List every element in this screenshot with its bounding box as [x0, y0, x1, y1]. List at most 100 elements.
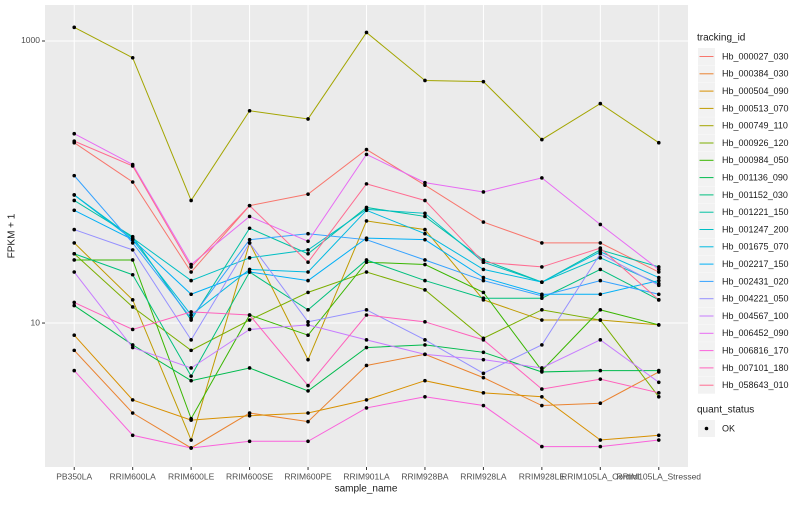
point — [306, 248, 310, 252]
point — [656, 438, 661, 442]
point — [423, 198, 427, 203]
point — [72, 270, 77, 274]
legend-label: Hb_001152_030 — [722, 190, 788, 200]
point — [598, 241, 603, 245]
point — [423, 211, 427, 216]
point — [247, 267, 252, 272]
point — [247, 241, 252, 245]
point — [72, 227, 77, 232]
point — [306, 117, 310, 121]
point — [481, 403, 486, 408]
point — [306, 231, 310, 236]
point — [189, 270, 193, 274]
point — [656, 292, 661, 297]
point — [540, 403, 544, 408]
point — [598, 267, 603, 272]
point — [189, 438, 193, 442]
point — [189, 310, 193, 314]
point — [481, 391, 486, 395]
point — [423, 231, 427, 236]
legend-label: Hb_004221_050 — [722, 294, 789, 304]
point — [656, 265, 661, 269]
point — [656, 140, 661, 145]
point — [481, 338, 486, 342]
point — [247, 366, 252, 370]
x-axis-label: sample_name — [335, 484, 398, 495]
point — [423, 320, 427, 324]
point — [481, 357, 486, 362]
legend-label: Hb_002431_020 — [722, 276, 789, 286]
point — [656, 380, 661, 385]
point — [423, 278, 427, 283]
point — [72, 131, 77, 136]
point — [247, 214, 252, 219]
point — [247, 327, 252, 332]
point — [364, 258, 369, 262]
x-tick-label: RRIM928LE — [519, 471, 566, 481]
point — [540, 280, 544, 284]
legend-label: Hb_002217_150 — [722, 259, 789, 269]
plot-area — [72, 25, 661, 450]
point — [481, 290, 486, 295]
point — [540, 318, 544, 322]
legend-label: Hb_000027_030 — [722, 51, 789, 61]
x-tick-label: RRIM600LE — [168, 471, 215, 481]
x-tick-label: RRIM928LA — [460, 471, 507, 481]
point — [540, 366, 544, 370]
legend-label: Hb_000984_050 — [722, 155, 789, 165]
point — [247, 270, 252, 274]
legend2-title: quant_status — [697, 405, 754, 416]
point — [598, 377, 603, 381]
point — [364, 152, 369, 157]
legend-label: Hb_004567_100 — [722, 311, 789, 321]
point — [72, 300, 77, 305]
point — [423, 78, 427, 83]
point — [423, 227, 427, 232]
point — [598, 444, 603, 449]
point — [247, 237, 252, 242]
point — [130, 180, 135, 184]
point — [72, 258, 77, 262]
point — [189, 198, 193, 203]
point — [598, 251, 603, 256]
point — [247, 256, 252, 260]
point — [306, 278, 310, 283]
point — [72, 241, 77, 245]
legend-label: Hb_007101_180 — [722, 363, 789, 373]
point — [130, 398, 135, 402]
legend-label: Hb_006816_170 — [722, 345, 789, 355]
point — [423, 343, 427, 347]
y-tick-label: 10 — [31, 317, 41, 327]
point — [364, 345, 369, 350]
point — [423, 258, 427, 262]
x-tick-label: RRIM105LA_Stressed — [616, 471, 701, 481]
point — [481, 220, 486, 224]
point — [656, 283, 661, 288]
point — [656, 298, 661, 302]
point — [598, 292, 603, 297]
point — [189, 446, 193, 450]
point — [130, 298, 135, 302]
point — [247, 411, 252, 415]
point — [540, 444, 544, 449]
x-tick-label: RRIM928BA — [401, 471, 449, 481]
point — [481, 267, 486, 272]
point — [540, 265, 544, 269]
point — [598, 278, 603, 283]
point — [306, 439, 310, 444]
point — [72, 348, 77, 353]
point — [306, 320, 310, 324]
point — [423, 338, 427, 342]
point — [189, 374, 193, 378]
point — [306, 251, 310, 256]
point — [656, 394, 661, 399]
point — [72, 303, 77, 308]
point — [247, 203, 252, 208]
point — [598, 438, 603, 442]
point — [364, 219, 369, 223]
point — [306, 308, 310, 312]
legend-label: Hb_000504_090 — [722, 86, 789, 96]
point — [130, 433, 135, 438]
legend-title: tracking_id — [697, 33, 745, 44]
point — [540, 387, 544, 391]
